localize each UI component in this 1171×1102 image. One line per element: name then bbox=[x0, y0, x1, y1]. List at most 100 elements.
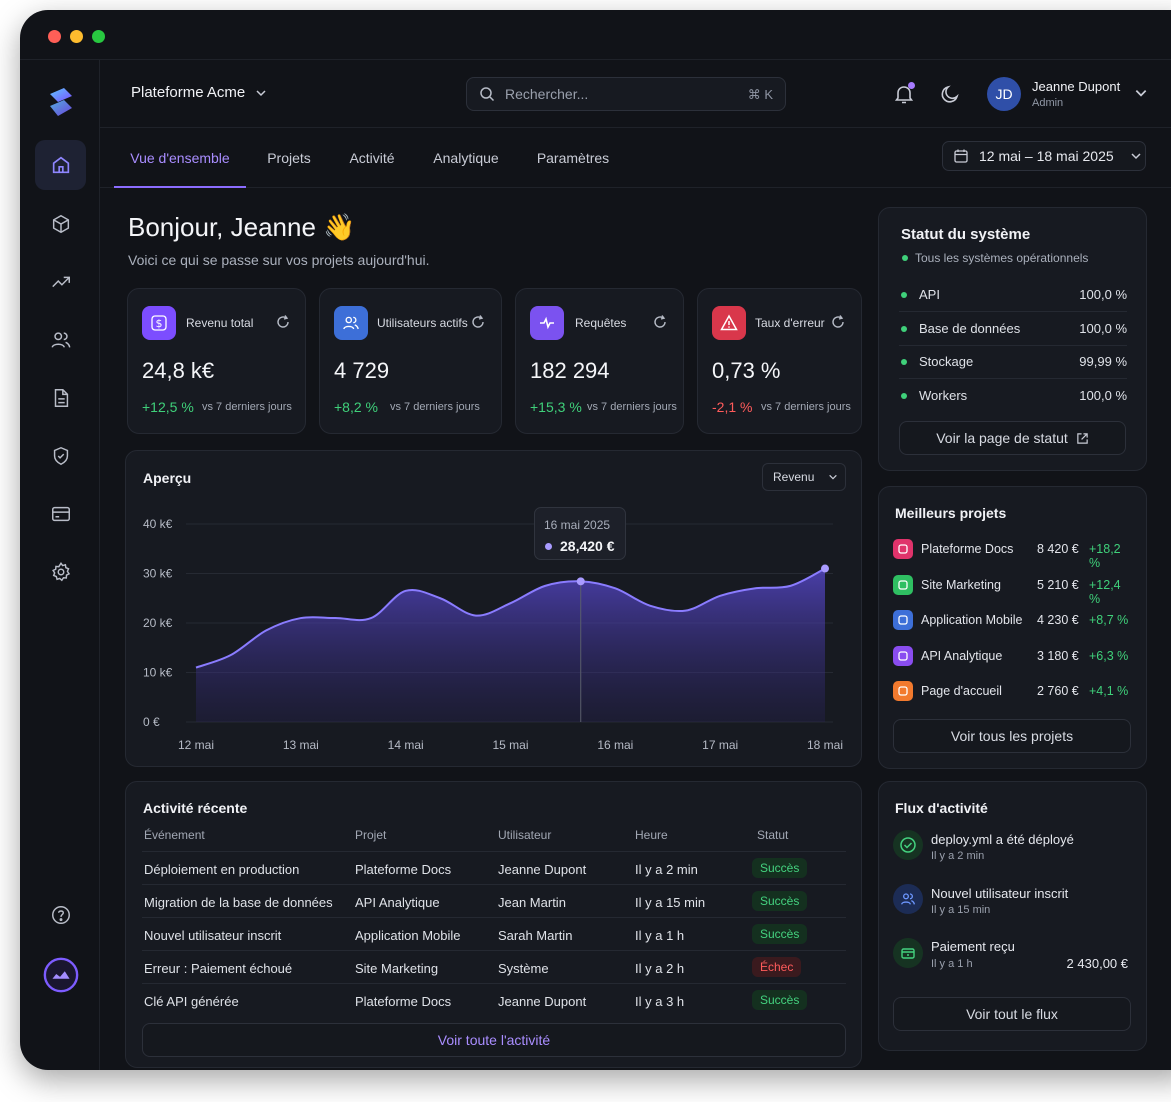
table-row[interactable]: Clé API générée Plateforme Docs Jeanne Dup… bbox=[142, 983, 846, 1016]
refresh-icon[interactable] bbox=[470, 314, 486, 330]
tab-settings[interactable]: Paramètres bbox=[536, 150, 610, 166]
recent-activity-card: Activité récente Événement Projet Utilis… bbox=[125, 781, 862, 1068]
tab-analytics[interactable]: Analytique bbox=[433, 150, 499, 166]
document-icon bbox=[54, 389, 68, 407]
table-cell: Jeanne Dupont bbox=[498, 994, 587, 1009]
view-all-activity-button[interactable]: Voir toute l'activité bbox=[142, 1023, 846, 1057]
kpi-comparison: vs 7 derniers jours bbox=[761, 401, 851, 413]
search-box: ⌘ K bbox=[466, 77, 786, 111]
close-window-button[interactable] bbox=[48, 30, 61, 43]
kpi-value: 0,73 % bbox=[712, 358, 781, 383]
project-delta: +4,1 % bbox=[1089, 684, 1129, 698]
sidebar-item-users[interactable] bbox=[35, 315, 86, 365]
table-cell: Clé API générée bbox=[144, 994, 239, 1009]
search-icon bbox=[480, 87, 495, 102]
project-name: Page d'accueil bbox=[921, 684, 1002, 698]
project-row[interactable]: Page d'accueil 2 760 € +4,1 % bbox=[893, 677, 1131, 707]
y-tick-label: 30 k€ bbox=[143, 567, 173, 581]
x-tick-label: 14 mai bbox=[388, 738, 424, 752]
minimize-window-button[interactable] bbox=[70, 30, 83, 43]
cube-icon bbox=[52, 214, 69, 234]
chart-series-line bbox=[195, 567, 826, 669]
sidebar-item-documents[interactable] bbox=[35, 373, 86, 423]
chart-highlight-point[interactable] bbox=[576, 577, 585, 586]
kpi-value: 182 294 bbox=[530, 358, 610, 383]
section-title: Statut du système bbox=[901, 226, 1031, 243]
kpi-comparison: vs 7 derniers jours bbox=[390, 401, 480, 413]
table-cell: Il y a 2 min bbox=[635, 862, 698, 877]
sidebar-item-security[interactable] bbox=[35, 431, 86, 481]
kpi-comparison: vs 7 derniers jours bbox=[202, 401, 292, 413]
view-all-projects-button[interactable]: Voir tous les projets bbox=[893, 719, 1131, 753]
date-range-picker[interactable]: 12 mai – 18 mai 2025 bbox=[942, 141, 1146, 171]
page-title: Bonjour, Jeanne 👋 bbox=[128, 212, 356, 242]
table-row[interactable]: Erreur : Paiement échoué Site Marketing Sy… bbox=[142, 950, 846, 983]
chart-metric-value: Revenu bbox=[773, 470, 815, 484]
zoom-window-button[interactable] bbox=[92, 30, 105, 43]
sidebar-item-settings[interactable] bbox=[35, 547, 86, 597]
workspace-switcher[interactable]: Plateforme Acme bbox=[131, 84, 267, 101]
refresh-icon[interactable] bbox=[275, 314, 291, 330]
sidebar-profile-button[interactable] bbox=[35, 950, 86, 1000]
project-row[interactable]: API Analytique 3 180 € +6,3 % bbox=[893, 642, 1131, 672]
project-revenue: 3 180 € bbox=[1037, 648, 1079, 663]
notifications-button[interactable] bbox=[892, 82, 916, 106]
users-icon bbox=[334, 306, 368, 340]
feed-item-time: Il y a 15 min bbox=[931, 904, 991, 916]
project-delta: +8,7 % bbox=[1089, 613, 1129, 627]
kpi-card-revenue: $ Revenu total 24,8 k€ +12,5 % vs 7 dern… bbox=[127, 288, 306, 434]
help-circle-icon bbox=[51, 906, 70, 924]
project-name: Plateforme Docs bbox=[921, 542, 1014, 556]
refresh-icon[interactable] bbox=[652, 314, 668, 330]
avatar[interactable]: JD bbox=[987, 77, 1021, 111]
activity-feed-card: Flux d'activité deploy.yml a été déployé… bbox=[878, 781, 1147, 1051]
feed-item-text: deploy.yml a été déployé bbox=[931, 832, 1074, 847]
table-cell: Plateforme Docs bbox=[355, 994, 452, 1009]
sidebar-item-billing[interactable] bbox=[35, 489, 86, 539]
home-icon bbox=[52, 156, 69, 174]
view-status-page-button[interactable]: Voir la page de statut bbox=[899, 421, 1126, 455]
view-all-feed-button[interactable]: Voir tout le flux bbox=[893, 997, 1131, 1031]
column-header: Événement bbox=[144, 828, 205, 842]
theme-toggle-button[interactable] bbox=[938, 82, 962, 106]
user-menu-chevron-icon[interactable] bbox=[1134, 86, 1148, 100]
tooltip-value: 28,420 € bbox=[560, 538, 615, 554]
search-input[interactable] bbox=[505, 86, 725, 102]
check-circle-icon bbox=[893, 830, 923, 860]
sidebar-item-projects[interactable] bbox=[35, 199, 86, 249]
revenue-area-chart[interactable]: 0 € 10 k€ 20 k€ 30 k€ 40 k€ 12 mai 13 mai 14 ma… bbox=[126, 451, 863, 768]
sidebar-item-home[interactable] bbox=[35, 140, 86, 190]
kpi-value: 24,8 k€ bbox=[142, 358, 215, 383]
status-badge: Échec bbox=[752, 957, 802, 977]
status-row: Stockage 99,99 % bbox=[899, 346, 1127, 379]
status-row: Workers 100,0 % bbox=[899, 380, 1127, 413]
chart-end-point[interactable] bbox=[821, 564, 829, 573]
table-row[interactable]: Déploiement en production Plateforme Docs… bbox=[142, 851, 846, 884]
chart-metric-select[interactable]: Revenu bbox=[762, 463, 846, 491]
kpi-delta: -2,1 % bbox=[712, 399, 753, 415]
feed-item-text: Paiement reçu bbox=[931, 939, 1015, 954]
x-tick-label: 16 mai bbox=[597, 738, 633, 752]
sidebar-item-analytics[interactable] bbox=[35, 257, 86, 307]
kpi-card-requests: Requêtes 182 294 +15,3 % vs 7 derniers j… bbox=[515, 288, 684, 434]
project-revenue: 2 760 € bbox=[1037, 684, 1079, 698]
status-badge: Succès bbox=[752, 891, 808, 911]
project-row[interactable]: Plateforme Docs 8 420 € +18,2 % bbox=[893, 535, 1131, 570]
table-row[interactable]: Migration de la base de données API Analy… bbox=[142, 884, 846, 917]
help-button[interactable] bbox=[35, 890, 86, 940]
feed-item-time: Il y a 1 h bbox=[931, 958, 973, 970]
kpi-value: 4 729 bbox=[334, 358, 390, 383]
refresh-icon[interactable] bbox=[830, 314, 846, 330]
table-row[interactable]: Nouvel utilisateur inscrit Application Mo… bbox=[142, 917, 846, 950]
dollar-icon: $ bbox=[142, 306, 176, 340]
tab-activity[interactable]: Activité bbox=[349, 150, 395, 166]
tab-overview[interactable]: Vue d'ensemble bbox=[114, 128, 246, 188]
pulse-icon bbox=[530, 306, 564, 340]
project-name: API Analytique bbox=[921, 648, 1003, 663]
tab-projects[interactable]: Projets bbox=[267, 150, 311, 166]
project-row[interactable]: Application Mobile 4 230 € +8,7 % bbox=[893, 606, 1131, 636]
project-row[interactable]: Site Marketing 5 210 € +12,4 % bbox=[893, 571, 1131, 606]
table-cell: Erreur : Paiement échoué bbox=[144, 961, 293, 976]
table-cell: Jeanne Dupont bbox=[498, 862, 587, 877]
user-name[interactable]: Jeanne Dupont bbox=[1032, 79, 1121, 94]
